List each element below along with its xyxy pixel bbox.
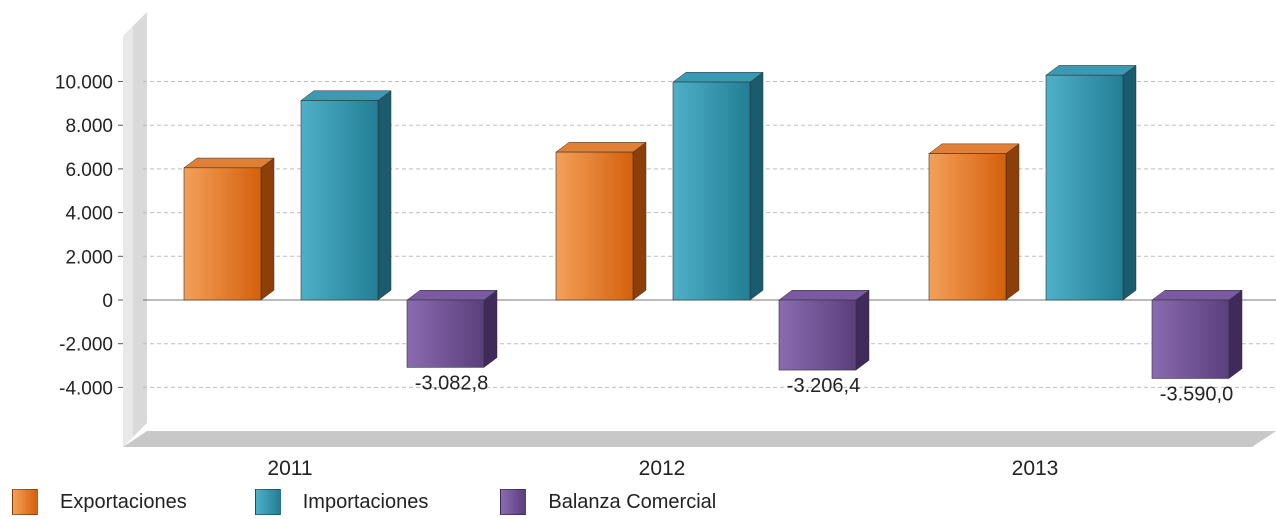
bar-side	[483, 289, 498, 368]
bar-top	[555, 142, 647, 153]
bar-top	[778, 290, 870, 301]
legend-label-balanza-comercial: Balanza Comercial	[548, 490, 717, 513]
x-category-label: 2011	[267, 457, 312, 480]
bar-side	[1005, 143, 1020, 301]
x-category-label: 2012	[639, 457, 686, 480]
data-label: -3.082,8	[415, 372, 488, 394]
bar-top	[1045, 65, 1137, 76]
data-label: -3.206,4	[787, 375, 860, 397]
bar-side	[1122, 64, 1137, 301]
bar	[183, 167, 262, 301]
bar-side	[1228, 289, 1243, 379]
bar	[406, 299, 485, 368]
bar	[1151, 299, 1230, 379]
bar	[555, 151, 634, 301]
legend-label-exportaciones: Exportaciones	[60, 490, 187, 513]
y-tick-label: 6.000	[65, 160, 113, 181]
bar-top	[928, 143, 1020, 154]
bar-top	[1151, 290, 1243, 301]
legend-label-importaciones: Importaciones	[302, 490, 429, 513]
y-tick-label: 10.000	[55, 73, 113, 94]
labels: 10.000 8.000 6.000 4.000 2.000 0 -2.000 -4.000 -…	[55, 73, 1233, 481]
y-tick-label: -4.000	[59, 378, 113, 399]
bar	[300, 100, 379, 301]
y-tick-label: -2.000	[59, 335, 113, 356]
legend-swatch-balanza-comercial	[500, 489, 527, 515]
bar-side	[632, 141, 647, 301]
bar-side	[377, 90, 392, 301]
bar-top	[406, 290, 498, 301]
x-category-label: 2013	[1012, 457, 1059, 480]
data-label: -3.590,0	[1160, 383, 1233, 405]
bar-top	[183, 157, 275, 169]
bars	[183, 64, 1243, 379]
bar	[928, 153, 1007, 301]
legend-swatch-importaciones	[254, 489, 281, 515]
y-tick-label: 8.000	[65, 116, 113, 137]
bar	[778, 299, 857, 371]
floor	[123, 431, 1276, 447]
y-tick-label: 4.000	[65, 204, 113, 225]
bar-side	[749, 71, 764, 301]
bar-side	[855, 289, 870, 371]
legend-item-importaciones: Importaciones	[254, 489, 429, 515]
legend-item-balanza-comercial: Balanza Comercial	[500, 489, 716, 515]
bar-top	[300, 90, 392, 101]
chart-frame	[123, 12, 1276, 447]
y-tick-label: 0	[102, 291, 113, 312]
bar	[672, 81, 751, 301]
bar-top	[672, 72, 764, 83]
side-wall-highlight	[123, 26, 133, 447]
y-tick-label: 2.000	[65, 247, 113, 268]
legend: Exportaciones Importaciones Balanza Come…	[12, 486, 766, 518]
legend-swatch-exportaciones	[12, 489, 38, 515]
bar-side	[260, 157, 275, 301]
bar	[1045, 74, 1124, 301]
legend-item-exportaciones: Exportaciones	[12, 489, 187, 515]
